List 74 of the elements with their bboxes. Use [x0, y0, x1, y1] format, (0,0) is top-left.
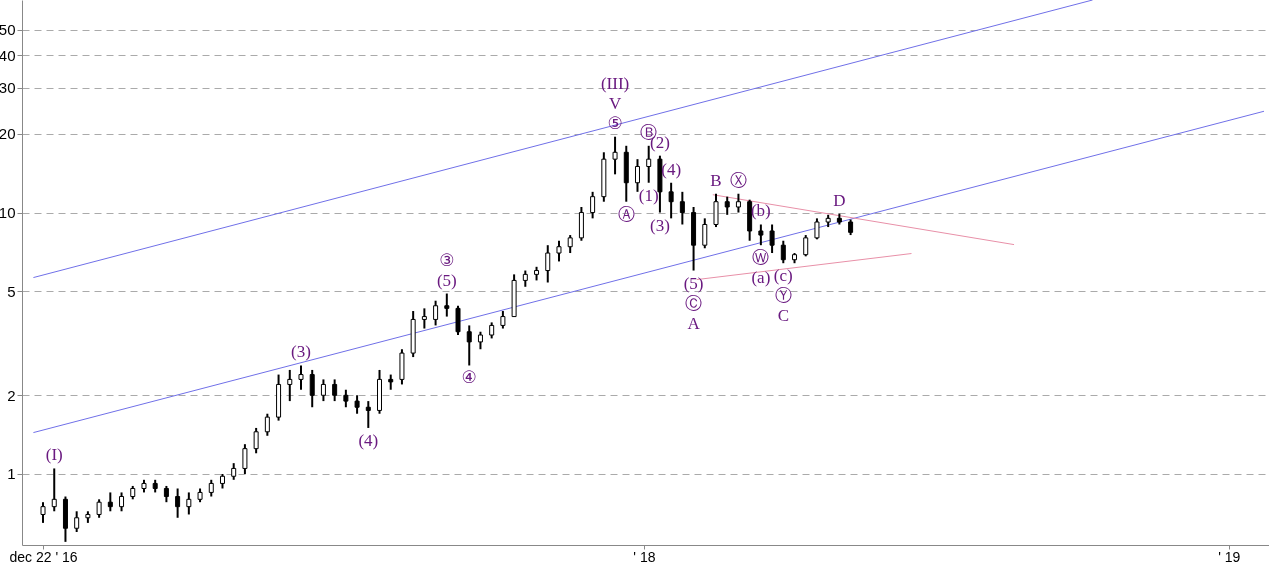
x-tick-label: ' 18 [633, 548, 656, 565]
annotation: (4) [358, 430, 379, 450]
candlestick [309, 368, 315, 409]
annotation: (1) [638, 185, 659, 205]
y-tick-label: 1 [7, 465, 16, 483]
candlestick [713, 192, 719, 229]
annotation: (I) [45, 445, 63, 465]
y-tick-label: 20 [0, 125, 16, 143]
annotation: V [608, 93, 622, 113]
annotation: (5) [683, 273, 704, 293]
candlestick [780, 239, 786, 265]
candlestick [40, 501, 46, 524]
annotation: Ⓐ [617, 204, 635, 224]
candlestick [646, 144, 652, 184]
y-tick-label: 10 [0, 204, 16, 222]
annotation: Ⓧ [729, 170, 747, 190]
candlestick [433, 299, 439, 327]
y-tick-label: 2 [7, 386, 16, 404]
candlestick [612, 135, 618, 176]
annotation: (a) [751, 268, 771, 288]
annotation: (5) [436, 270, 457, 290]
candlestick [332, 378, 338, 403]
candlestick [758, 223, 764, 247]
candlestick [735, 192, 741, 214]
annotation: B [710, 170, 722, 190]
candlestick [668, 181, 674, 220]
candlestick [107, 491, 113, 513]
annotation: (c) [773, 266, 793, 286]
annotation: ④ [461, 368, 477, 388]
candlestick [253, 426, 259, 455]
annotation: Ⓦ [752, 248, 770, 268]
candlestick [803, 234, 809, 258]
candlestick [444, 292, 450, 318]
y-tick-label: 50 [0, 21, 16, 39]
annotation: (III) [600, 73, 630, 93]
candlestick [287, 368, 293, 403]
candlestick [702, 217, 708, 250]
candlestick [320, 378, 326, 403]
candlestick [466, 324, 472, 367]
annotation: Ⓒ [685, 293, 703, 313]
x-tick-label: dec 22 ' 16 [9, 548, 78, 565]
x-tick-label: ' 19 [1218, 548, 1241, 565]
annotation: ⑤ [607, 113, 623, 133]
candlestick [175, 487, 181, 519]
annotation: Ⓨ [774, 286, 792, 306]
candlestick [634, 158, 640, 193]
candlestick [679, 190, 685, 226]
y-tick-label: 30 [0, 79, 16, 97]
candlestick [556, 239, 562, 263]
candlestick [455, 304, 461, 337]
candlestick [421, 307, 427, 330]
y-tick-label: 40 [0, 46, 16, 64]
annotation: A [687, 313, 701, 333]
annotation: (4) [661, 159, 682, 179]
annotation: (3) [650, 215, 670, 235]
annotation: ③ [439, 250, 455, 270]
candlestick [354, 394, 360, 415]
candlestick [264, 412, 270, 437]
annotation: C [777, 306, 789, 326]
candlestick [96, 498, 102, 519]
y-tick-label: 5 [7, 282, 16, 300]
candlestick [51, 467, 57, 513]
candlestick [242, 443, 248, 475]
candlestick [724, 195, 730, 216]
annotation: (3) [291, 342, 311, 362]
candlestick [186, 491, 192, 516]
candlestick [365, 400, 371, 429]
candlestick [545, 244, 551, 284]
candlestick [590, 190, 596, 220]
candlestick [769, 223, 775, 255]
candlestick [119, 491, 125, 513]
candlestick [298, 364, 304, 391]
candlestick [74, 510, 80, 533]
annotation: D [833, 190, 846, 210]
